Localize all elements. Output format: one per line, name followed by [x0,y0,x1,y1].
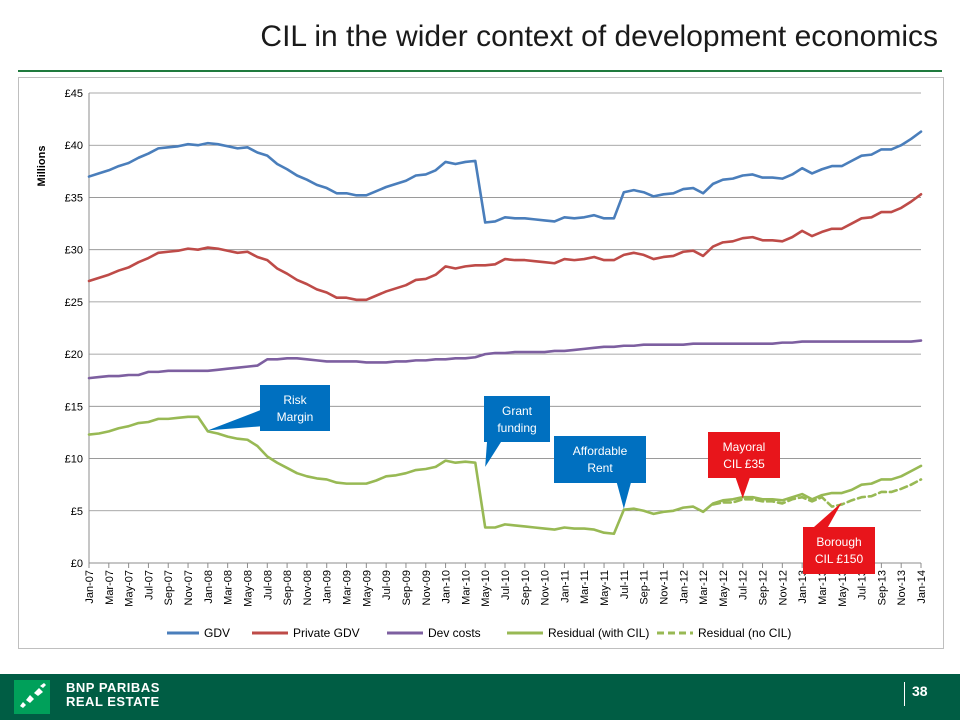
callout-box [554,436,646,483]
page-number: 38 [912,683,928,699]
brand-subname: REAL ESTATE [66,694,160,709]
x-tick-label: Jan-08 [203,570,215,604]
callout-text: CIL £150 [815,552,864,566]
callout-pointer [735,478,750,499]
page-title: CIL in the wider context of development … [260,20,938,53]
x-tick-label: Sep-09 [401,570,413,605]
x-tick-label: Jul-10 [500,570,512,600]
y-tick-label: £25 [65,297,83,309]
x-tick-label: Nov-09 [421,570,433,605]
axis-layer: £0 £5 £10 £15 £20 £25 £30 £35 £40 £45 Jan-07 Mar-07… [65,88,928,607]
x-tick-label: Jan-12 [678,570,690,604]
x-tick-label: Nov-10 [540,570,552,605]
x-tick-label: Jan-10 [441,570,453,604]
x-tick-label: Mar-08 [223,570,235,605]
series-layer [87,130,923,536]
series-line-gdv [87,130,923,224]
x-tick-label: Mar-07 [104,570,116,605]
x-tick-label: Sep-10 [520,570,532,605]
footer-bar [0,674,960,720]
x-tick-label: Jul-13 [857,570,869,600]
x-tick-label: Sep-12 [758,570,770,605]
callout-text: Mayoral [723,440,766,454]
brand-name: BNP PARIBAS [66,680,160,695]
callout-pointer [207,410,260,431]
callout-text: Borough [816,535,861,549]
x-tick-label: Nov-11 [658,570,670,605]
chart-frame: £0 £5 £10 £15 £20 £25 £30 £35 £40 £45 Jan-07 Mar-07… [18,77,944,649]
callout-text: Grant [502,404,533,418]
x-tick-label: Mar-12 [698,570,710,605]
callout-text: Rent [587,461,613,475]
bnp-paribas-logo-icon [14,680,50,714]
x-tick-label: Sep-08 [282,570,294,605]
x-tick-label: May-11 [599,570,611,606]
y-tick-label: £35 [65,192,83,204]
callout-text: Affordable [573,444,628,458]
x-tick-label: Mar-10 [460,570,472,605]
x-tick-label: Mar-13 [817,570,829,605]
footer-separator [904,682,905,706]
x-tick-label: May-09 [361,570,373,607]
x-tick-label: Jul-12 [738,570,750,600]
y-tick-label: £10 [65,454,83,466]
x-tick-label: Nov-07 [183,570,195,605]
x-tick-label: Mar-09 [342,570,354,605]
y-axis-label: Millions [36,146,48,187]
title-rule [18,70,942,72]
line-chart: £0 £5 £10 £15 £20 £25 £30 £35 £40 £45 Jan-07 Mar-07… [36,88,928,640]
x-tick-label: Jul-11 [619,570,631,599]
x-tick-label: Nov-08 [302,570,314,605]
x-tick-label: Nov-13 [896,570,908,605]
x-tick-label: Sep-07 [163,570,175,605]
grid-layer [89,92,921,564]
x-tick-label: Jan-09 [322,570,334,604]
y-tick-label: £30 [65,245,83,257]
callout-box [484,396,550,442]
y-tick-label: £20 [65,349,83,361]
x-tick-label: Jul-09 [381,570,393,600]
callout-text: CIL £35 [723,457,765,471]
series-line-residual-with-cil [87,415,923,536]
legend: GDV Private GDV Dev costs Residual (with CI… [167,626,791,640]
x-tick-label: Jan-14 [916,570,928,604]
callout-text: funding [497,421,536,435]
x-tick-label: Mar-11 [579,570,591,604]
legend-label: GDV [204,626,230,640]
callout-pointer [616,483,631,509]
y-tick-label: £15 [65,401,83,413]
legend-label: Residual (with CIL) [548,626,649,640]
x-tick-label: May-12 [718,570,730,607]
legend-label: Private GDV [293,626,360,640]
callout-box [260,385,330,431]
x-tick-label: Sep-13 [876,570,888,605]
x-tick-label: May-13 [837,570,849,607]
series-line-residual-no-cil [711,478,923,508]
x-tick-label: Jul-07 [143,570,155,600]
x-tick-label: Nov-12 [777,570,789,605]
x-tick-label: Jul-08 [262,570,274,600]
y-tick-label: £45 [65,88,83,100]
y-tick-label: £0 [71,558,83,570]
legend-label: Dev costs [428,626,481,640]
callout-box [803,527,875,574]
x-tick-label: Jan-11 [559,570,571,603]
callout-box [708,432,780,478]
y-tick-label: £40 [65,140,83,152]
series-line-dev-costs [87,339,923,380]
x-tick-label: Jan-07 [84,570,96,604]
x-tick-label: May-07 [124,570,136,607]
x-tick-label: Jan-13 [797,570,809,604]
legend-label: Residual (no CIL) [698,626,791,640]
x-tick-label: May-10 [480,570,492,607]
x-tick-label: Sep-11 [639,570,651,605]
callout-pointer [485,442,501,467]
callout-text: Margin [277,410,314,424]
callout-text: Risk [283,393,307,407]
callout-layer: Risk Margin Grant funding Affordable Rent Mayo… [207,385,875,574]
y-tick-label: £5 [71,506,83,518]
series-line-private-gdv [87,193,923,302]
x-tick-label: May-08 [242,570,254,607]
